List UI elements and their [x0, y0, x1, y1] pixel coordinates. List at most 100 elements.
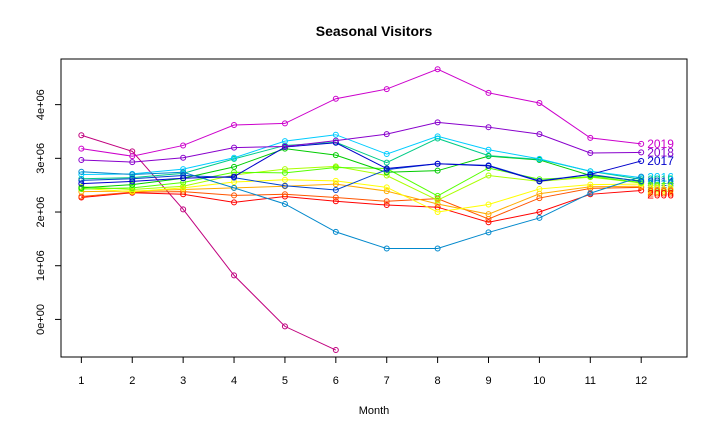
x-tick-label: 12 — [635, 375, 647, 387]
x-tick-label: 8 — [435, 375, 441, 387]
data-point — [129, 171, 136, 178]
x-tick-label: 9 — [485, 375, 491, 387]
series-line — [81, 171, 642, 250]
series-14 — [78, 66, 645, 160]
chart-title: Seasonal Visitors — [316, 23, 433, 39]
data-point — [638, 178, 645, 185]
data-point — [536, 131, 543, 138]
y-tick-label: 4e+06 — [35, 89, 47, 120]
series-line — [81, 166, 642, 197]
data-point — [485, 229, 492, 236]
series-10 — [78, 168, 645, 252]
series-end-label: 2011 — [647, 181, 673, 195]
series-end-label: 2010 — [647, 182, 674, 196]
y-tick-label: 1e+06 — [35, 250, 47, 281]
data-point — [281, 120, 288, 127]
data-point — [180, 206, 187, 213]
data-point — [536, 214, 543, 221]
data-point — [434, 167, 441, 174]
data-point — [231, 199, 238, 206]
data-point — [78, 177, 85, 184]
series-3 — [78, 181, 645, 218]
x-tick-label: 4 — [231, 375, 237, 387]
x-tick-label: 2 — [129, 375, 135, 387]
series-end-label: 2017 — [647, 154, 674, 168]
data-point — [434, 133, 441, 140]
data-point — [281, 169, 288, 176]
x-tick-label: 7 — [384, 375, 390, 387]
data-point — [231, 122, 238, 129]
data-point — [587, 134, 594, 141]
x-tick-label: 5 — [282, 375, 288, 387]
series-5 — [78, 163, 645, 204]
series-layer — [78, 66, 645, 354]
series-end-label: 2015 — [647, 173, 674, 187]
data-point — [231, 163, 238, 170]
series-line — [81, 68, 642, 157]
series-1 — [78, 187, 645, 226]
data-point — [231, 173, 238, 180]
data-point — [434, 66, 441, 73]
series-13 — [78, 119, 645, 166]
series-line — [81, 148, 642, 189]
data-point — [638, 187, 645, 194]
data-point — [587, 149, 594, 156]
x-tick-label: 6 — [333, 375, 339, 387]
data-point — [536, 209, 543, 216]
y-axis: 0e+00 1e+06 2e+06 3e+06 4e+06 — [35, 89, 62, 335]
x-tick-label: 11 — [585, 375, 596, 387]
series-end-label: 2016 — [647, 171, 674, 185]
data-point — [383, 198, 390, 205]
x-tick-label: 3 — [180, 375, 186, 387]
data-point — [536, 100, 543, 107]
data-point — [485, 124, 492, 131]
y-tick-label: 0e+00 — [35, 304, 47, 335]
series-end-label: 2008 — [647, 186, 674, 200]
data-point — [332, 177, 339, 184]
series-12 — [78, 139, 645, 187]
data-point — [485, 162, 492, 169]
data-point — [332, 198, 339, 205]
series-end-label: 2013 — [647, 177, 674, 191]
plot-frame — [60, 58, 688, 358]
series-end-label: 2012 — [647, 179, 674, 193]
data-point — [180, 183, 187, 190]
series-line — [81, 121, 642, 163]
data-point — [332, 194, 339, 201]
data-point — [587, 168, 594, 175]
data-point — [281, 200, 288, 207]
data-point — [231, 192, 238, 199]
data-point — [180, 169, 187, 176]
data-point — [332, 164, 339, 171]
data-point — [638, 158, 645, 165]
data-point — [383, 245, 390, 252]
data-point — [231, 272, 238, 279]
data-point — [383, 184, 390, 191]
data-point — [129, 181, 136, 188]
data-point — [485, 89, 492, 96]
data-point — [485, 219, 492, 226]
series-line — [81, 179, 642, 213]
data-point — [332, 152, 339, 159]
x-axis-label: Month — [359, 405, 390, 417]
data-point — [383, 151, 390, 158]
data-point — [281, 191, 288, 198]
data-point — [383, 86, 390, 93]
series-end-label: 2018 — [647, 145, 674, 159]
data-point — [536, 185, 543, 192]
data-point — [281, 166, 288, 173]
data-point — [587, 181, 594, 188]
data-point — [383, 165, 390, 172]
data-point — [383, 131, 390, 138]
data-point — [434, 209, 441, 216]
data-point — [536, 155, 543, 162]
series-9 — [78, 131, 645, 181]
data-point — [78, 184, 85, 191]
data-point — [383, 159, 390, 166]
data-point — [129, 159, 136, 166]
y-tick-label: 2e+06 — [35, 197, 47, 228]
data-point — [536, 195, 543, 202]
data-point — [78, 180, 85, 187]
data-point — [587, 171, 594, 178]
